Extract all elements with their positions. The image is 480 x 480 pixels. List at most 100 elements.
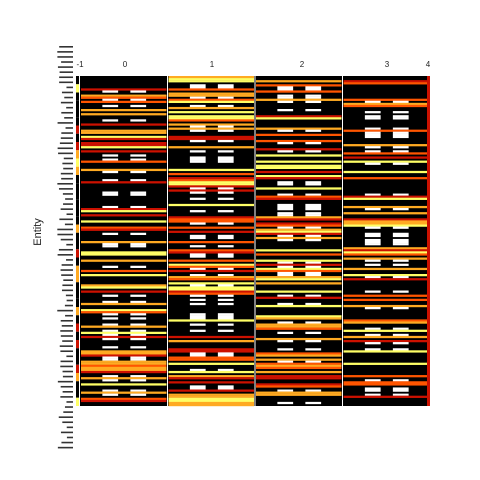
heatmap-cell — [344, 156, 430, 158]
heatmap-cell — [81, 136, 167, 138]
heatmap-cells — [80, 76, 430, 406]
heatmap-cell — [344, 130, 430, 132]
heatmap-cell — [277, 86, 293, 88]
heatmap-cell — [190, 140, 206, 142]
heatmap-cell — [169, 95, 255, 97]
heatmap-cell — [169, 88, 255, 90]
row-side-cell — [76, 381, 79, 389]
row-tick-label — [57, 56, 73, 58]
heatmap-cell — [169, 128, 255, 130]
heatmap-cell — [344, 340, 430, 342]
heatmap-cell — [256, 233, 342, 235]
heatmap-cell — [305, 86, 321, 88]
heatmap-cell — [344, 220, 430, 222]
row-tick-label — [62, 92, 73, 94]
heatmap-cell — [393, 328, 409, 330]
heatmap-cell — [305, 97, 321, 99]
row-tick-label — [61, 269, 73, 271]
heatmap-cell — [305, 239, 321, 241]
heatmap-cell — [169, 398, 255, 400]
row-tick-label — [62, 325, 73, 327]
heatmap-cell — [102, 192, 118, 194]
heatmap-cell — [256, 90, 342, 92]
heatmap-cell — [305, 321, 321, 323]
heatmap-cell — [169, 264, 255, 266]
row-tick-label — [59, 219, 73, 221]
heatmap-cell — [305, 142, 321, 144]
heatmap-cell — [277, 208, 293, 210]
heatmap-cell — [130, 266, 146, 268]
heatmap-cell — [305, 332, 321, 334]
heatmap-cell — [102, 394, 118, 396]
heatmap-cell — [365, 264, 381, 266]
heatmap-cell — [277, 402, 293, 404]
heatmap-cell — [218, 140, 234, 142]
heatmap-cell — [81, 383, 167, 385]
heatmap-cell — [393, 342, 409, 344]
x-tick-label: 2 — [300, 60, 305, 69]
heatmap-cell — [365, 117, 381, 119]
row-side-cell — [76, 315, 79, 323]
heatmap-cell — [102, 105, 118, 107]
heatmap-cell — [344, 152, 430, 154]
row-tick-label — [62, 163, 73, 165]
heatmap-cell — [365, 150, 381, 152]
heatmap-cell — [102, 154, 118, 156]
heatmap-cell — [169, 402, 255, 404]
heatmap-cell — [305, 295, 321, 297]
heatmap-cell — [256, 394, 342, 396]
heatmap-cell — [169, 111, 255, 113]
row-tick-label — [58, 153, 73, 155]
row-side-cell — [76, 126, 79, 134]
row-tick-label — [58, 122, 73, 124]
heatmap-cell — [256, 354, 342, 356]
heatmap-cell — [169, 249, 255, 251]
heatmap-cell — [169, 181, 255, 183]
heatmap-cell — [393, 134, 409, 136]
heatmap-cell — [305, 130, 321, 132]
heatmap-cell — [81, 142, 167, 144]
row-tick-label — [61, 442, 73, 444]
heatmap-cell — [190, 268, 206, 270]
heatmap-cell — [277, 321, 293, 323]
row-side-cell — [76, 117, 79, 125]
heatmap-cell — [256, 175, 342, 177]
heatmap-cell — [305, 348, 321, 350]
heatmap-cell — [169, 169, 255, 171]
row-side-cell — [76, 348, 79, 356]
heatmap-cell — [169, 266, 255, 268]
heatmap-cell — [190, 237, 206, 239]
heatmap-cell — [81, 138, 167, 140]
heatmap-cell — [218, 187, 234, 189]
heatmap-cell — [365, 146, 381, 148]
heatmap-cell — [277, 272, 293, 274]
row-side-cell — [76, 134, 79, 142]
heatmap-cell — [190, 84, 206, 86]
row-tick-label — [63, 193, 73, 195]
heatmap-cell — [256, 278, 342, 280]
heatmap-cell — [130, 313, 146, 315]
heatmap-cell — [344, 274, 430, 276]
heatmap-cell — [218, 237, 234, 239]
x-tick-label: 4 — [426, 60, 431, 69]
row-tick-label — [66, 87, 73, 89]
heatmap-cell — [169, 185, 255, 187]
heatmap-cell — [81, 392, 167, 394]
row-tick-label — [66, 355, 73, 357]
row-tick-label — [61, 173, 73, 175]
row-tick-label — [63, 279, 73, 281]
heatmap-cell — [190, 222, 206, 224]
row-tick-label — [62, 284, 73, 286]
heatmap-cell — [190, 86, 206, 88]
heatmap-cell — [81, 369, 167, 371]
row-tick-label — [67, 427, 73, 429]
heatmap-cell — [256, 253, 342, 255]
heatmap-cell — [81, 365, 167, 367]
heatmap-cell — [365, 101, 381, 103]
row-tick-label — [63, 391, 73, 393]
row-tick-label — [65, 406, 73, 408]
heatmap-cell — [256, 165, 342, 167]
heatmap-cell — [393, 136, 409, 138]
heatmap-cell — [393, 163, 409, 165]
